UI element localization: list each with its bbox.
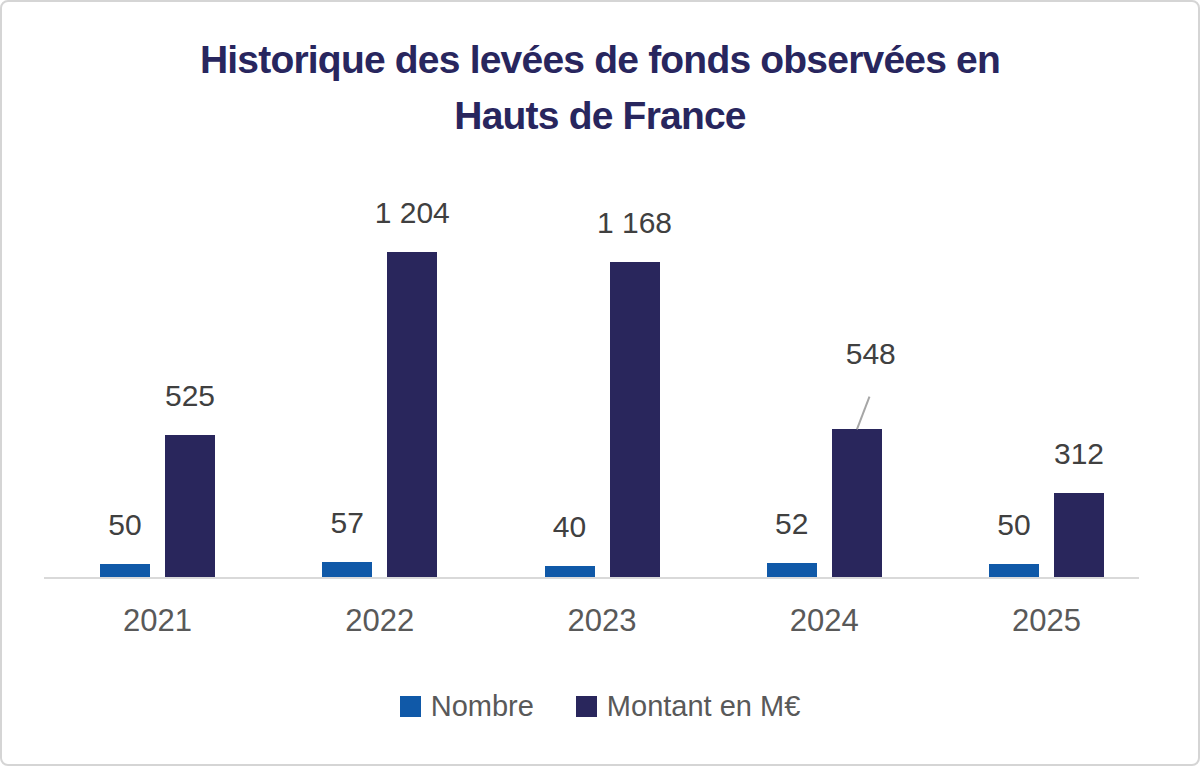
bar-nombre-2025 [989, 564, 1039, 578]
value-label-montant-en-m--2024: 548 [786, 337, 956, 371]
plot-area: 505252021571 2042022401 1682023525482024… [44, 182, 1139, 579]
bar-nombre-2021 [100, 564, 150, 578]
legend-label: Nombre [431, 690, 534, 723]
chart-frame: Historique des levées de fonds observées… [0, 0, 1200, 766]
legend-item-nombre: Nombre [400, 690, 534, 723]
x-axis-label-2025: 2025 [962, 603, 1132, 639]
x-axis-label-2023: 2023 [517, 603, 687, 639]
bar-nombre-2023 [545, 566, 595, 577]
bar-montant-en-m--2025 [1054, 493, 1104, 577]
x-axis-label-2022: 2022 [295, 603, 465, 639]
value-label-montant-en-m--2025: 312 [994, 437, 1164, 471]
legend-swatch-icon [576, 696, 597, 717]
bar-montant-en-m--2022 [387, 252, 437, 577]
chart-title-line1: Historique des levées de fonds observées… [2, 32, 1198, 88]
bar-nombre-2022 [322, 562, 372, 577]
x-axis-line [44, 577, 1139, 579]
legend-label: Montant en M€ [607, 690, 800, 723]
legend-swatch-icon [400, 696, 421, 717]
leader-line-2024 [856, 396, 870, 429]
legend-item-montant-en-m-: Montant en M€ [576, 690, 800, 723]
value-label-montant-en-m--2022: 1 204 [327, 196, 497, 230]
chart-title-line2: Hauts de France [2, 88, 1198, 144]
value-label-montant-en-m--2021: 525 [105, 379, 275, 413]
legend: Nombre Montant en M€ [2, 690, 1198, 723]
chart-title: Historique des levées de fonds observées… [2, 32, 1198, 144]
bar-montant-en-m--2021 [165, 435, 215, 577]
value-label-montant-en-m--2023: 1 168 [550, 206, 720, 240]
bar-montant-en-m--2024 [832, 429, 882, 577]
bar-nombre-2024 [767, 563, 817, 577]
bar-montant-en-m--2023 [610, 262, 660, 577]
x-axis-label-2024: 2024 [739, 603, 909, 639]
x-axis-label-2021: 2021 [73, 603, 243, 639]
